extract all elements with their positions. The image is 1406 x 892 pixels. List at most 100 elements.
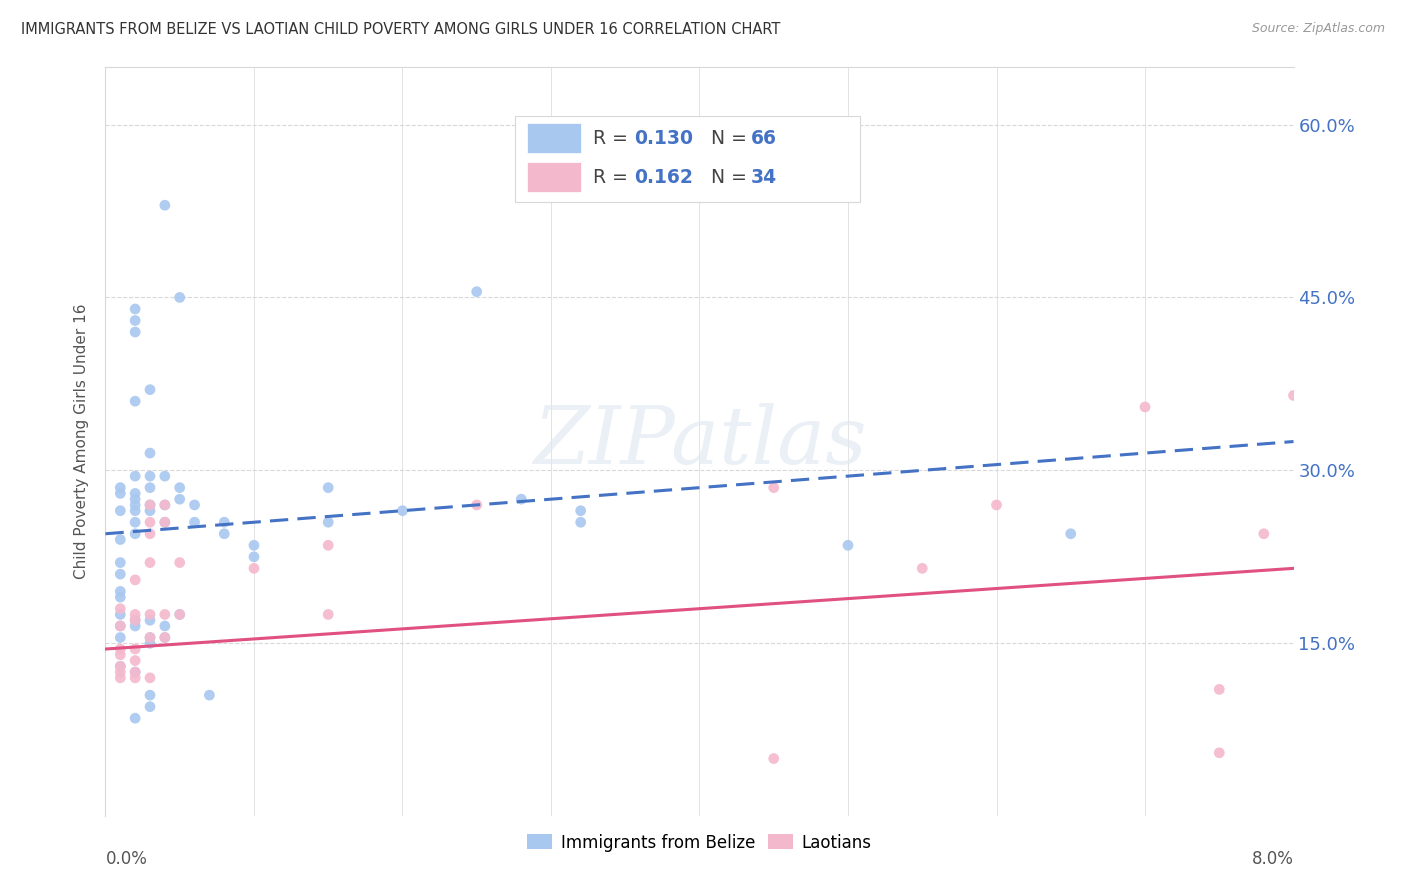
Point	[110, 533, 132, 547]
Point	[139, 526, 162, 541]
Point	[110, 631, 132, 645]
Point	[110, 601, 132, 615]
Point	[110, 481, 132, 495]
Point	[169, 290, 191, 304]
Point	[153, 515, 176, 529]
Point	[139, 631, 162, 645]
Point	[124, 498, 146, 512]
Point	[139, 671, 162, 685]
Point	[1133, 400, 1156, 414]
FancyBboxPatch shape	[527, 162, 581, 192]
Text: N =: N =	[711, 128, 754, 147]
Point	[124, 665, 146, 679]
Point	[153, 515, 176, 529]
Text: N =: N =	[711, 168, 754, 186]
Point	[169, 492, 191, 507]
Point	[139, 556, 162, 570]
Point	[762, 481, 785, 495]
Point	[1208, 682, 1230, 697]
Text: Source: ZipAtlas.com: Source: ZipAtlas.com	[1251, 22, 1385, 36]
Point	[124, 607, 146, 622]
Point	[110, 659, 132, 673]
Point	[139, 446, 162, 460]
Point	[465, 285, 488, 299]
Point	[110, 648, 132, 662]
Point	[139, 515, 162, 529]
Point	[243, 549, 266, 564]
Point	[110, 665, 132, 679]
Point	[316, 607, 339, 622]
Point	[243, 561, 266, 575]
Point	[124, 613, 146, 627]
Point	[986, 498, 1008, 512]
Point	[1253, 526, 1275, 541]
Point	[139, 469, 162, 483]
Point	[243, 538, 266, 552]
Point	[316, 481, 339, 495]
Point	[569, 504, 592, 518]
Text: R =: R =	[592, 128, 634, 147]
Point	[124, 619, 146, 633]
Point	[139, 498, 162, 512]
Point	[139, 504, 162, 518]
Point	[139, 613, 162, 627]
Point	[110, 619, 132, 633]
Point	[110, 607, 132, 622]
Point	[153, 631, 176, 645]
Point	[183, 515, 205, 529]
Point	[153, 498, 176, 512]
Point	[183, 498, 205, 512]
Point	[139, 481, 162, 495]
Point	[124, 665, 146, 679]
Point	[110, 619, 132, 633]
Text: 66: 66	[751, 128, 776, 147]
Point	[762, 751, 785, 765]
Point	[110, 486, 132, 500]
Point	[124, 515, 146, 529]
Point	[214, 515, 236, 529]
Point	[391, 504, 413, 518]
Point	[124, 711, 146, 725]
Text: 8.0%: 8.0%	[1251, 850, 1294, 868]
Point	[169, 481, 191, 495]
Point	[1208, 746, 1230, 760]
Text: 34: 34	[751, 168, 776, 186]
Point	[1282, 388, 1305, 402]
Point	[316, 515, 339, 529]
FancyBboxPatch shape	[516, 116, 860, 202]
Point	[153, 498, 176, 512]
Point	[1060, 526, 1083, 541]
Point	[124, 526, 146, 541]
Point	[124, 301, 146, 316]
Point	[153, 198, 176, 212]
Point	[110, 504, 132, 518]
Point	[139, 699, 162, 714]
Point	[124, 654, 146, 668]
Y-axis label: Child Poverty Among Girls Under 16: Child Poverty Among Girls Under 16	[75, 304, 90, 579]
Point	[169, 607, 191, 622]
Point	[153, 469, 176, 483]
Point	[124, 671, 146, 685]
Point	[110, 567, 132, 582]
Point	[139, 688, 162, 702]
Point	[124, 504, 146, 518]
Text: 0.130: 0.130	[634, 128, 693, 147]
Text: IMMIGRANTS FROM BELIZE VS LAOTIAN CHILD POVERTY AMONG GIRLS UNDER 16 CORRELATION: IMMIGRANTS FROM BELIZE VS LAOTIAN CHILD …	[21, 22, 780, 37]
Point	[139, 631, 162, 645]
Point	[124, 573, 146, 587]
Point	[110, 642, 132, 657]
Point	[139, 383, 162, 397]
Point	[169, 556, 191, 570]
Point	[153, 607, 176, 622]
Point	[214, 526, 236, 541]
Text: 0.162: 0.162	[634, 168, 693, 186]
Point	[911, 561, 934, 575]
Point	[837, 538, 859, 552]
Point	[139, 607, 162, 622]
Point	[169, 607, 191, 622]
Point	[124, 394, 146, 409]
Point	[465, 498, 488, 512]
Point	[569, 515, 592, 529]
Point	[124, 325, 146, 339]
Point	[124, 642, 146, 657]
